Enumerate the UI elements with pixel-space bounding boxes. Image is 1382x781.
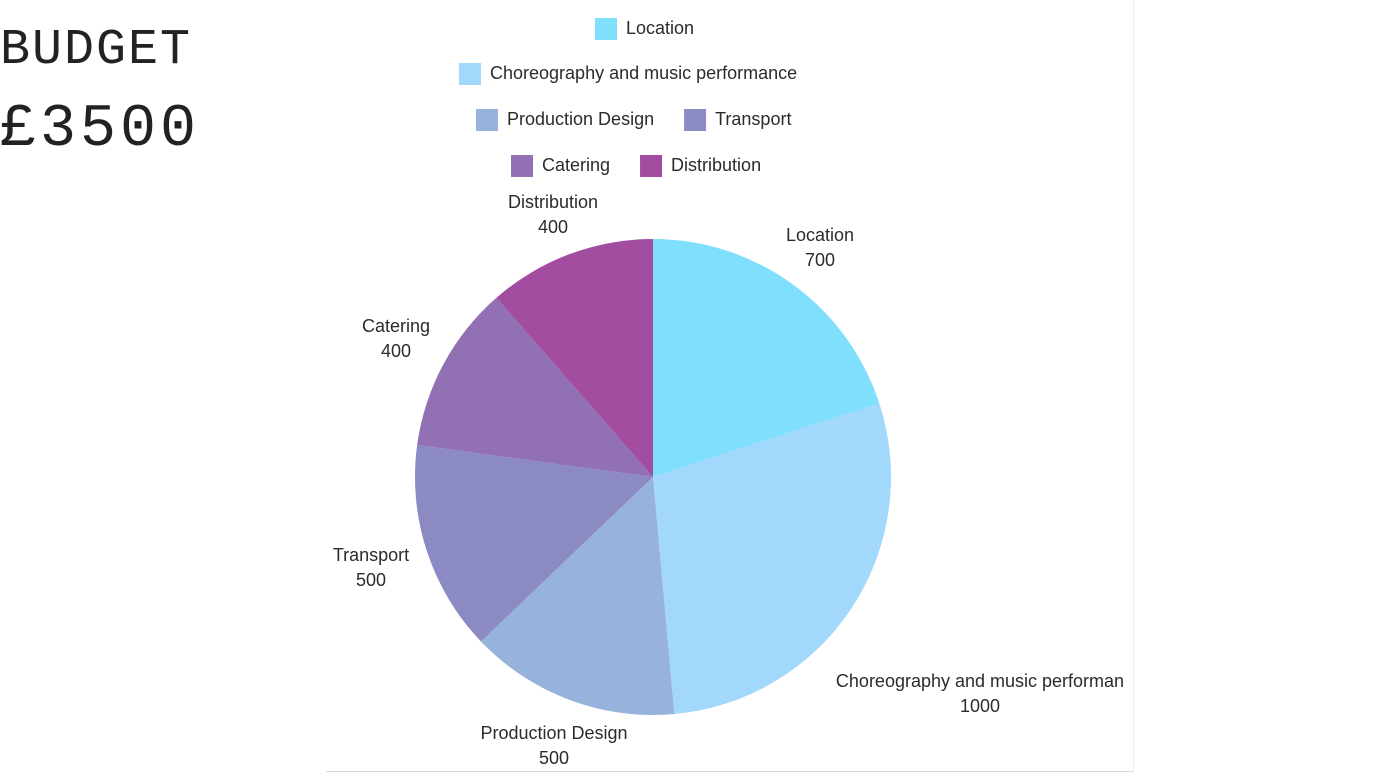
pie-slice-production-design (480, 477, 675, 715)
legend-swatch-location (595, 18, 617, 40)
pie-chart-panel: Location 700 Choreography and music perfor… (326, 0, 1134, 772)
slice-value-production-design: 500 (539, 748, 569, 768)
slice-label-transport: Transport (333, 545, 409, 565)
slice-label-location: Location (786, 225, 854, 245)
pie-chart: Location 700 Choreography and music perfor… (333, 18, 1124, 768)
slice-value-location: 700 (805, 250, 835, 270)
legend-label-choreography-and-music-performance: Choreography and music performance (490, 63, 797, 83)
budget-amount: £3500 (0, 96, 201, 164)
slice-value-choreography-and-music-performance: 1000 (960, 696, 1000, 716)
slice-value-distribution: 400 (538, 217, 568, 237)
legend-label-catering: Catering (542, 155, 610, 175)
legend-swatch-catering (511, 155, 533, 177)
legend-label-transport: Transport (715, 109, 791, 129)
slice-label-distribution: Distribution (508, 192, 598, 212)
slice-label-production-design: Production Design (480, 723, 627, 743)
slice-value-catering: 400 (381, 341, 411, 361)
legend-label-location: Location (626, 18, 694, 38)
pie-slice-location (653, 239, 880, 477)
slice-label-catering: Catering (362, 316, 430, 336)
budget-title: BUDGET (0, 22, 193, 79)
legend-swatch-distribution (640, 155, 663, 177)
pie-slice-distribution (496, 239, 653, 477)
legend-swatch-choreography-and-music-performance (459, 63, 481, 85)
slice-label-choreography-and-music-performance: Choreography and music performan (836, 671, 1124, 691)
pie-slice-choreography-and-music-performance (653, 403, 891, 715)
pie-slice-catering (417, 297, 653, 477)
legend-swatch-transport (684, 109, 707, 131)
legend-swatch-production-design (476, 109, 498, 131)
pie-slice-transport (414, 445, 653, 642)
slice-value-transport: 500 (356, 570, 386, 590)
legend-label-distribution: Distribution (671, 155, 761, 175)
legend-label-production-design: Production Design (507, 109, 654, 129)
